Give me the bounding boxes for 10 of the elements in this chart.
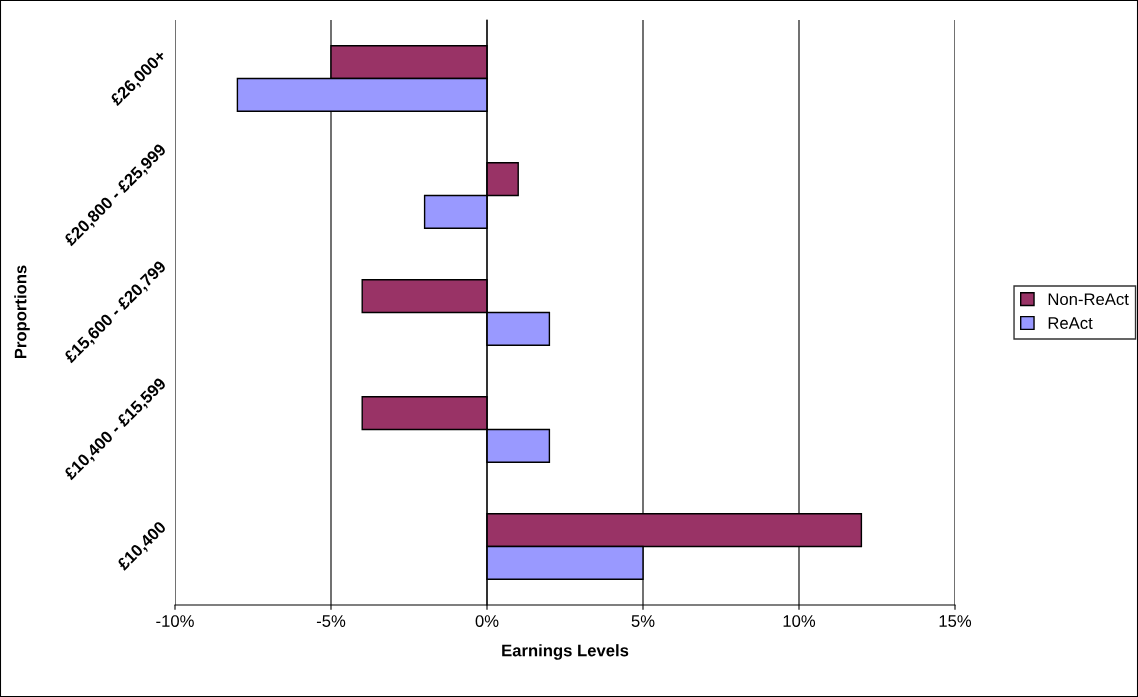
x-tick-label: 10%	[783, 615, 816, 627]
legend-label: ReAct	[1048, 317, 1093, 329]
x-tick-label: 0%	[475, 615, 499, 627]
x-tick-label: 15%	[939, 615, 972, 627]
x-tick-label: 5%	[631, 615, 655, 627]
x-tick-label: -5%	[316, 615, 346, 627]
legend-label: Non-ReAct	[1048, 293, 1129, 306]
x-tick-label: -10%	[156, 615, 194, 627]
y-axis-title: Proportions	[14, 265, 30, 359]
x-axis-title: Earnings Levels	[502, 644, 629, 660]
